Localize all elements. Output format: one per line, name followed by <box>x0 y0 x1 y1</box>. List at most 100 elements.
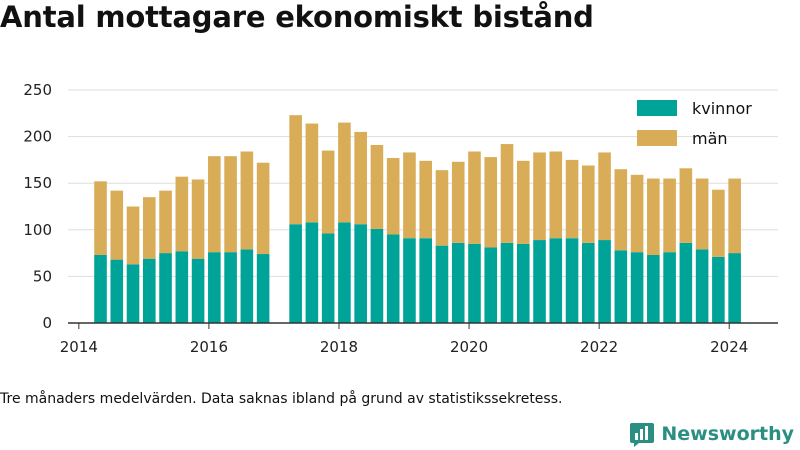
bar-man <box>695 178 709 250</box>
bar-man <box>630 174 644 253</box>
bar-kvinnor <box>516 243 530 323</box>
bar-kvinnor <box>451 242 465 323</box>
x-tick-label: 2024 <box>710 338 748 356</box>
bar-kvinnor <box>224 252 237 323</box>
brand-logo: Newsworthy <box>629 419 794 449</box>
bar-kvinnor <box>647 254 660 323</box>
bar-kvinnor <box>435 245 449 323</box>
bar-kvinnor <box>663 252 676 323</box>
bar-man <box>712 189 725 257</box>
bar-man <box>647 178 660 255</box>
bar-kvinnor <box>94 254 107 323</box>
bar-man <box>663 178 676 253</box>
bar-man <box>208 156 221 253</box>
bar-man <box>484 157 498 248</box>
y-tick-label: 100 <box>23 221 52 239</box>
bar-man <box>224 156 237 253</box>
bar-man <box>533 152 546 241</box>
y-tick-label: 200 <box>23 128 52 146</box>
bar-man <box>175 176 189 252</box>
bar-kvinnor <box>142 258 156 323</box>
bar-kvinnor <box>159 253 172 323</box>
bar-man <box>598 152 611 241</box>
bar-man <box>516 160 530 244</box>
bar-man <box>191 179 205 259</box>
bar-kvinnor <box>208 252 221 323</box>
bar-kvinnor <box>419 238 433 323</box>
bar-man <box>435 170 449 246</box>
stacked-bar-chart: 0 50 100 150 200 250 2014 2016 2018 2020 2022 2024… <box>23 81 778 356</box>
bar-kvinnor <box>468 243 481 323</box>
bar-man <box>110 190 124 260</box>
x-tick-label: 2020 <box>450 338 488 356</box>
bar-man <box>338 122 351 223</box>
bar-kvinnor <box>484 247 498 323</box>
bar-kvinnor <box>500 242 514 323</box>
bar-kvinnor <box>582 242 595 323</box>
bar-man <box>126 206 140 265</box>
bar-man <box>679 168 693 243</box>
brand-name: Newsworthy <box>661 423 794 445</box>
bar-man <box>321 150 335 234</box>
x-tick-label: 2018 <box>320 338 358 356</box>
bar-kvinnor <box>321 233 335 323</box>
chart-bars-icon <box>630 423 655 447</box>
bar-kvinnor <box>175 251 189 323</box>
bar-kvinnor <box>614 250 628 323</box>
bar-kvinnor <box>630 252 644 323</box>
bar-man <box>419 160 433 239</box>
bar-kvinnor <box>338 222 351 323</box>
bar-kvinnor <box>256 254 270 323</box>
bar-kvinnor <box>533 240 546 323</box>
bar-kvinnor <box>679 242 693 323</box>
x-axis: 2014 2016 2018 2020 2022 2024 <box>60 322 778 356</box>
bar-kvinnor <box>240 249 254 323</box>
bar-man <box>549 151 563 239</box>
bar-kvinnor <box>126 264 140 323</box>
bar-man <box>159 190 172 254</box>
bar-man <box>468 151 481 244</box>
bar-kvinnor <box>305 222 319 323</box>
legend-label: kvinnor <box>692 99 752 118</box>
x-tick-label: 2022 <box>580 338 618 356</box>
legend-label: män <box>692 129 728 148</box>
bar-man <box>582 165 595 243</box>
bar-kvinnor <box>712 256 725 323</box>
y-axis: 0 50 100 150 200 250 <box>23 81 52 332</box>
bar-man <box>289 115 302 225</box>
bar-man <box>728 178 741 254</box>
y-tick-label: 250 <box>23 81 52 99</box>
bar-man <box>256 162 270 255</box>
y-tick-label: 50 <box>33 267 52 285</box>
bar-man <box>370 144 384 229</box>
bar-man <box>94 181 107 255</box>
bar-man <box>305 123 319 223</box>
bar-kvinnor <box>549 238 563 323</box>
bar-kvinnor <box>598 240 611 323</box>
x-tick-label: 2014 <box>60 338 98 356</box>
bar-kvinnor <box>403 238 416 323</box>
bar-man <box>403 152 416 239</box>
bar-kvinnor <box>565 238 579 323</box>
chart-caption: Tre månaders medelvärden. Data saknas ib… <box>0 391 563 407</box>
chart-title: Antal mottagare ekonomiskt bistånd <box>0 0 594 34</box>
bar-kvinnor <box>386 234 400 323</box>
bar-kvinnor <box>110 259 124 323</box>
x-tick-label: 2016 <box>190 338 228 356</box>
legend-swatch <box>637 100 677 116</box>
bar-kvinnor <box>191 258 205 323</box>
bar-kvinnor <box>695 249 709 323</box>
bar-man <box>614 169 628 251</box>
y-tick-label: 0 <box>42 314 52 332</box>
bars <box>94 115 741 323</box>
legend: kvinnor män <box>637 99 752 148</box>
bar-kvinnor <box>728 253 741 323</box>
bar-man <box>451 161 465 243</box>
bar-man <box>354 131 367 225</box>
bar-man <box>240 151 254 250</box>
bar-man <box>565 159 579 239</box>
bar-kvinnor <box>354 224 367 323</box>
bar-man <box>386 158 400 235</box>
legend-swatch <box>637 130 677 146</box>
bar-kvinnor <box>289 224 302 323</box>
